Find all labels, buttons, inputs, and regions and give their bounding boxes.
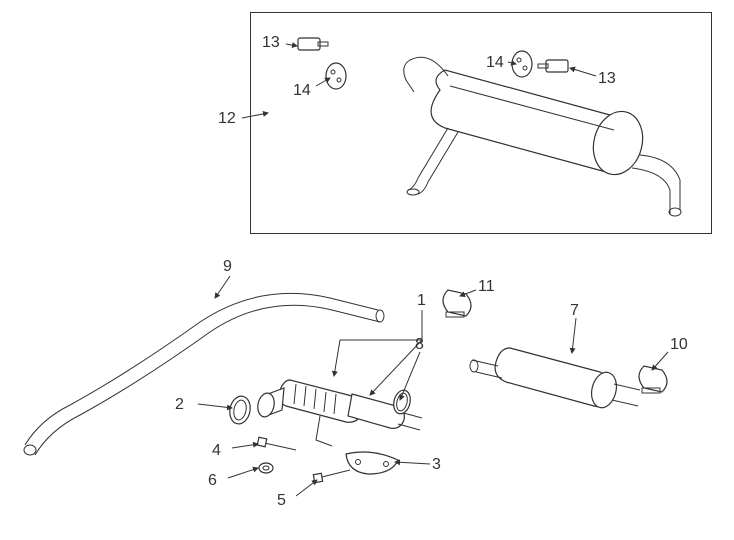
callout-11: 11 [478,278,495,296]
bracket-left [298,38,328,50]
callout-1: 1 [417,292,426,310]
nut-6 [259,463,273,473]
gasket [227,394,252,426]
callout-14-right: 14 [486,54,504,72]
intermediate-pipe [24,293,384,455]
callout-7: 7 [570,302,579,320]
resonator [470,348,640,410]
callout-10: 10 [670,336,688,354]
bolt-5 [313,470,350,483]
callout-13-left: 13 [262,34,280,52]
muffler [404,57,681,216]
callout-13-right: 13 [598,70,616,88]
callout-9: 9 [223,258,232,276]
parts-svg [0,0,734,540]
bolt-4 [257,437,296,450]
callout-5: 5 [277,492,286,510]
callout-14-left: 14 [293,82,311,100]
bracket-right [538,60,568,72]
heat-shield [346,452,398,474]
callout-12: 12 [218,110,236,128]
hanger-left [326,63,346,89]
clamp-right [639,366,667,393]
callout-4: 4 [212,442,221,460]
callout-8: 8 [415,336,424,354]
callout-2: 2 [175,396,184,414]
clamp-upper [443,290,471,317]
callout-3: 3 [432,456,441,474]
callout-6: 6 [208,472,217,490]
